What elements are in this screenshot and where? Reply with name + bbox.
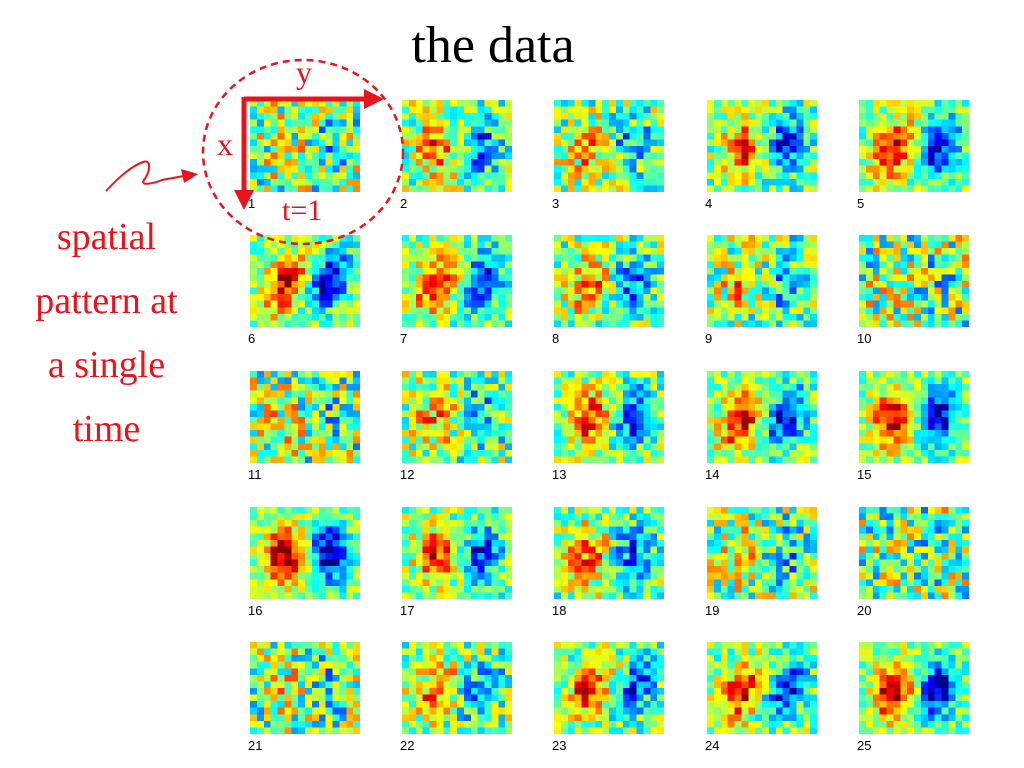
heatmap-image [554,235,664,327]
panel-label: 21 [248,738,263,753]
time-label: t=1 [282,194,323,227]
panel-8: 8 [552,235,664,346]
caption-line-2: pattern at [35,280,178,322]
heatmap-image [402,235,512,327]
heatmap-image [707,507,817,599]
panel-label: 23 [552,738,567,753]
heatmap-image [859,507,969,599]
panel-label: 2 [400,196,408,211]
panel-label: 14 [705,467,720,482]
heatmap-image [859,371,969,463]
panel-label: 3 [552,196,560,211]
panel-21: 21 [248,642,360,753]
panel-label: 5 [857,196,865,211]
panel-label: 1 [248,196,256,211]
heatmap-image [707,642,817,734]
heatmap-image [554,642,664,734]
heatmap-image [859,235,969,327]
panel-label: 17 [400,603,415,618]
panel-10: 10 [857,235,969,346]
panel-6: 6 [248,235,360,346]
panel-4: 4 [705,100,817,211]
panel-label: 11 [248,467,262,482]
panel-label: 6 [248,331,256,346]
panel-13: 13 [552,371,664,482]
panel-label: 18 [552,603,567,618]
panel-24: 24 [705,642,817,753]
panel-5: 5 [857,100,969,211]
panel-11: 11 [248,371,360,482]
heatmap-image [859,642,969,734]
y-axis-arrowhead [364,89,384,109]
heatmap-image [402,642,512,734]
heatmap-image [707,100,817,192]
heatmap-image [250,100,360,192]
panel-22: 22 [400,642,512,753]
heatmap-image [554,371,664,463]
panel-label: 25 [857,738,872,753]
panel-9: 9 [705,235,817,346]
panel-label: 4 [705,196,713,211]
panel-7: 7 [400,235,512,346]
panel-label: 22 [400,738,415,753]
y-axis-label: y [296,54,312,90]
panel-17: 17 [400,507,512,618]
panel-12: 12 [400,371,512,482]
heatmap-image [554,507,664,599]
panel-16: 16 [248,507,360,618]
heatmap-image [402,507,512,599]
panel-label: 10 [857,331,872,346]
heatmap-image [250,642,360,734]
panel-1: 1 [248,100,360,211]
x-axis-label: x [217,126,233,162]
panel-label: 16 [248,603,263,618]
squiggle-pointer [105,160,185,192]
panel-3: 3 [552,100,664,211]
panel-label: 7 [400,331,408,346]
panel-label: 9 [705,331,713,346]
panel-20: 20 [857,507,969,618]
heatmap-image [250,507,360,599]
panel-label: 20 [857,603,872,618]
caption-line-1: spatial [56,216,157,258]
panel-label: 8 [552,331,560,346]
heatmap-image [859,100,969,192]
pointer-arrowhead [181,169,198,183]
panel-label: 24 [705,738,720,753]
heatmap-image [707,371,817,463]
panel-15: 15 [857,371,969,482]
panel-19: 19 [705,507,817,618]
panel-14: 14 [705,371,817,482]
panel-2: 2 [400,100,512,211]
caption-line-3: a single [47,344,166,386]
panel-label: 19 [705,603,720,618]
heatmap-image [554,100,664,192]
panel-25: 25 [857,642,969,753]
panel-18: 18 [552,507,664,618]
heatmap-image [402,100,512,192]
slide-title: the data [411,17,575,74]
heatmap-image [250,235,360,327]
panel-label: 12 [400,467,415,482]
heatmap-image [707,235,817,327]
heatmap-image [402,371,512,463]
panel-label: 15 [857,467,872,482]
heatmap-image [250,371,360,463]
caption: spatial pattern at a single time [4,205,209,461]
caption-line-4: time [72,408,141,450]
panel-23: 23 [552,642,664,753]
panel-label: 13 [552,467,567,482]
